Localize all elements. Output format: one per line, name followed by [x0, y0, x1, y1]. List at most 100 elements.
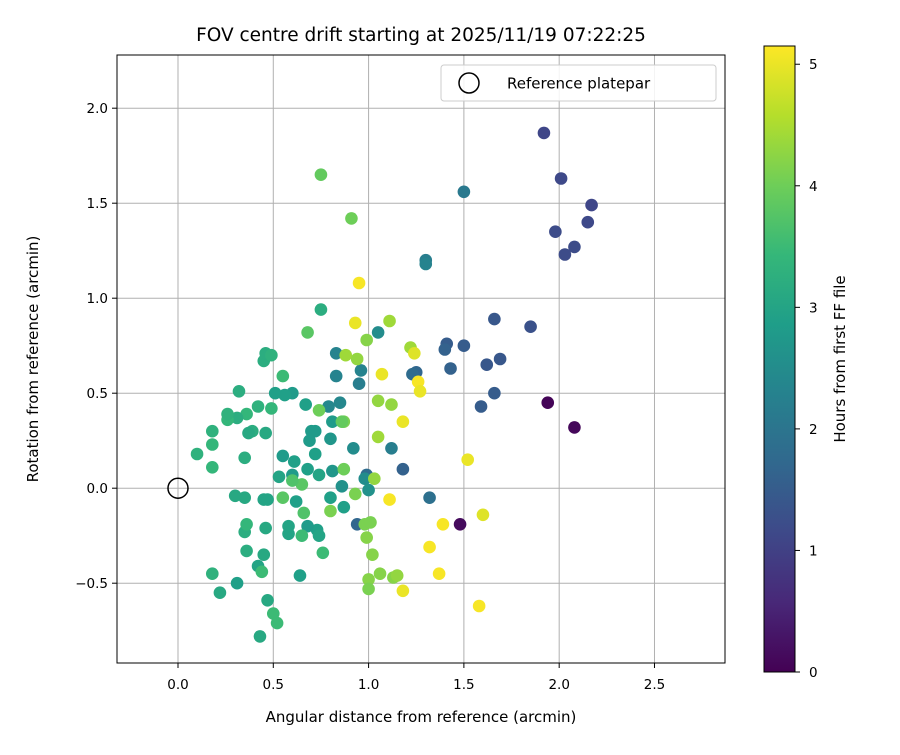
scatter-point [436, 518, 450, 531]
scatter-point [364, 516, 377, 529]
scatter-point [312, 529, 326, 542]
scatter-point [268, 386, 282, 400]
scatter-point [554, 172, 568, 185]
scatter-point [322, 400, 335, 413]
scatter-point [524, 320, 537, 334]
y-tick-label: 1.5 [87, 196, 108, 212]
scatter-point [383, 314, 396, 328]
scatter-point [413, 385, 427, 398]
colorbar-tick-label: 4 [809, 179, 818, 195]
scatter-point [301, 519, 314, 533]
scatter-point [213, 586, 227, 599]
scatter-point [205, 438, 219, 451]
scatter-point [488, 386, 501, 400]
scatter-point [259, 521, 272, 535]
scatter-point [329, 347, 343, 360]
scatter-point [265, 348, 278, 362]
scatter-point [396, 584, 410, 598]
scatter-point [383, 493, 396, 506]
scatter-point [308, 447, 322, 461]
colorbar-tick-label: 5 [809, 57, 818, 73]
scatter-point [335, 480, 349, 493]
scatter-point [261, 594, 274, 607]
x-tick-label: 1.0 [358, 677, 379, 693]
legend-box [440, 64, 717, 102]
plot-frame [116, 54, 726, 664]
scatter-point [314, 303, 328, 316]
x-tick-label: 1.5 [453, 677, 474, 693]
y-tick-label: 0.5 [87, 386, 108, 402]
scatter-point [347, 442, 360, 455]
colorbar-tick-label: 3 [809, 300, 818, 316]
scatter-point [408, 347, 421, 360]
scatter-point [453, 518, 467, 531]
scatter-point [297, 506, 311, 520]
scatter-point [324, 491, 337, 505]
scatter-point [261, 493, 274, 506]
scatter-point [385, 398, 398, 411]
scatter-point [474, 400, 488, 413]
scatter-point [293, 569, 307, 582]
scatter-point [253, 630, 267, 643]
scatter-point [396, 415, 410, 429]
scatter-point [396, 462, 410, 476]
scatter-point [371, 326, 385, 339]
scatter-point [585, 198, 598, 212]
scatter-points [190, 126, 598, 643]
scatter-point [568, 421, 581, 434]
x-axis-label: Angular distance from reference (arcmin) [266, 708, 577, 726]
scatter-point [419, 257, 433, 271]
x-tick-label: 2.0 [548, 677, 569, 693]
scatter-point [289, 495, 303, 508]
legend-marker-icon [458, 72, 480, 94]
scatter-point [350, 352, 364, 366]
scatter-point [228, 489, 242, 503]
scatter-point [549, 225, 562, 238]
y-axis-ticks: −0.5 0.0 0.5 1.0 1.5 2.0 [75, 101, 117, 592]
scatter-point [324, 432, 337, 446]
scatter-point [461, 453, 474, 467]
scatter-point [488, 312, 501, 326]
scatter-point [432, 567, 446, 580]
scatter-point [278, 388, 292, 402]
scatter-point [333, 396, 347, 410]
scatter-point [240, 544, 253, 558]
scatter-point [373, 567, 387, 580]
scatter-point [360, 531, 373, 544]
colorbar-label: Hours from first FF file [831, 275, 849, 442]
scatter-point [312, 468, 326, 482]
scatter-point [230, 411, 244, 425]
legend: Reference platepar [440, 64, 717, 102]
scatter-point [301, 326, 314, 339]
scatter-point [324, 504, 337, 518]
scatter-point [339, 348, 353, 362]
scatter-point [295, 529, 309, 542]
scatter-point [438, 343, 452, 356]
scatter-point [266, 607, 280, 620]
scatter-point [276, 491, 290, 505]
scatter-point [423, 540, 436, 554]
scatter-point [360, 333, 373, 347]
scatter-point [568, 240, 581, 254]
scatter-point [362, 573, 375, 586]
scatter-point [259, 426, 272, 440]
reference-point-marker [167, 477, 189, 499]
scatter-point [348, 316, 362, 330]
scatter-point [354, 364, 368, 377]
scatter-point [352, 276, 366, 290]
scatter-point [348, 487, 362, 501]
scatter-point [480, 358, 494, 372]
reference-layer [167, 477, 189, 499]
scatter-point [329, 369, 343, 383]
scatter-point [390, 569, 404, 582]
scatter-point [295, 478, 309, 491]
scatter-point [581, 215, 595, 229]
legend-label: Reference platepar [507, 75, 651, 93]
scatter-point [371, 394, 385, 408]
scatter-point [326, 464, 339, 478]
scatter-point [301, 462, 314, 476]
scatter-point [457, 339, 471, 353]
colorbar-tick-label: 0 [809, 665, 818, 681]
scatter-point [371, 430, 385, 444]
colorbar-tick-label: 1 [809, 543, 818, 559]
